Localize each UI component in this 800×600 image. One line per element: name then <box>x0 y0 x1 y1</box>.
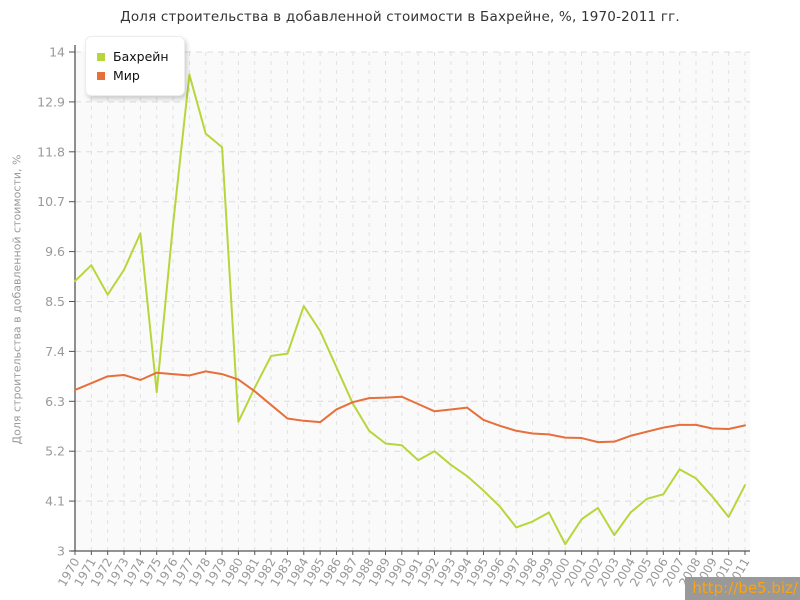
y-tick-label: 9.6 <box>45 244 65 259</box>
series-line-Бахрейн <box>74 73 746 546</box>
chart-title: Доля строительства в добавленной стоимос… <box>120 9 680 25</box>
y-tick-label: 14 <box>49 45 65 60</box>
series-line-Мир <box>74 370 746 444</box>
legend: Бахрейн Мир <box>85 36 185 96</box>
y-tick-label: 5.2 <box>45 444 65 459</box>
legend-item-world[interactable]: Мир <box>97 68 169 83</box>
legend-item-bahrain[interactable]: Бахрейн <box>97 49 169 64</box>
legend-marker-world-icon <box>97 71 105 80</box>
y-tick-label: 10.7 <box>37 194 65 209</box>
y-tick-label: 6.3 <box>45 394 65 409</box>
y-tick-label: 12.9 <box>37 94 65 109</box>
watermark-link[interactable]: http://be5.biz/ <box>685 577 800 600</box>
y-tick-label: 3 <box>57 544 65 559</box>
legend-label-world: Мир <box>113 68 140 83</box>
y-tick-label: 4.1 <box>45 494 65 509</box>
legend-label-bahrain: Бахрейн <box>113 49 169 64</box>
y-tick-label: 8.5 <box>45 294 65 309</box>
y-tick-label: 11.8 <box>37 144 65 159</box>
legend-marker-bahrain-icon <box>97 52 105 61</box>
y-tick-label: 7.4 <box>45 344 65 359</box>
